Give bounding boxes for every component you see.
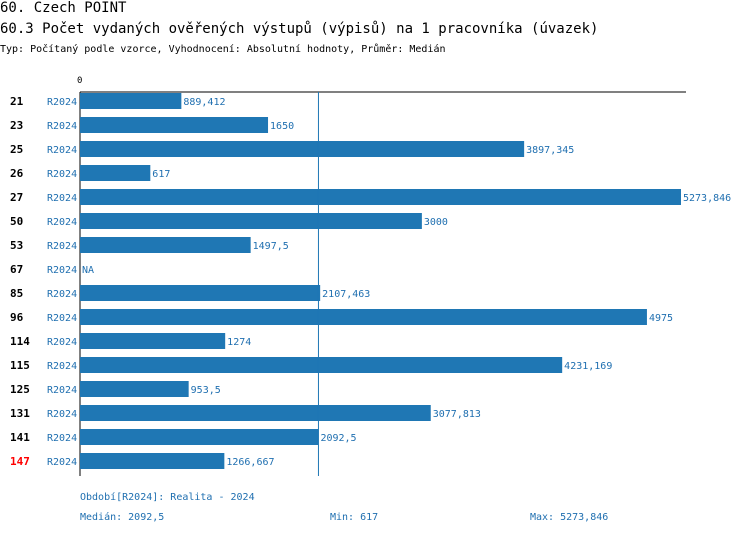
bar-value-label: 2092,5 <box>320 433 356 444</box>
bar <box>80 189 681 205</box>
row-id-label: 85 <box>10 287 23 300</box>
max-summary: Max: 5273,846 <box>530 512 609 523</box>
bar-value-label: 3000 <box>424 217 448 228</box>
bar-value-label: 1266,667 <box>226 457 274 468</box>
chart-title: 60. Czech POINT <box>0 0 127 16</box>
row-period-label: R2024 <box>47 193 77 204</box>
median-summary: Medián: 2092,5 <box>80 512 165 523</box>
bar-value-label: 3077,813 <box>433 409 481 420</box>
bar-value-label: 1497,5 <box>253 241 289 252</box>
row-period-label: R2024 <box>47 289 77 300</box>
row-period-label: R2024 <box>47 241 77 252</box>
bar <box>80 93 182 109</box>
row-id-label: 21 <box>10 95 24 108</box>
row-id-label: 23 <box>10 119 23 132</box>
row-id-label: 50 <box>10 215 23 228</box>
row-id-label: 67 <box>10 263 23 276</box>
chart-type-line: Typ: Počítaný podle vzorce, Vyhodnocení:… <box>0 44 446 55</box>
bar <box>80 381 189 397</box>
bar-value-label: NA <box>82 265 94 276</box>
row-id-label: 114 <box>10 335 30 348</box>
row-id-label: 26 <box>10 167 24 180</box>
bar-value-label: 617 <box>152 169 170 180</box>
bar-value-label: 4231,169 <box>564 361 612 372</box>
period-note: Období[R2024]: Realita - 2024 <box>80 492 255 503</box>
bar <box>80 333 226 349</box>
row-id-label: 96 <box>10 311 24 324</box>
bar-value-label: 2107,463 <box>322 289 370 300</box>
row-period-label: R2024 <box>47 337 77 348</box>
bar-value-label: 1274 <box>227 337 251 348</box>
bar <box>80 309 647 325</box>
bar <box>80 117 269 133</box>
row-period-label: R2024 <box>47 145 77 156</box>
row-id-label: 53 <box>10 239 23 252</box>
row-period-label: R2024 <box>47 361 77 372</box>
row-period-label: R2024 <box>47 217 77 228</box>
row-period-label: R2024 <box>47 409 77 420</box>
row-id-label: 147 <box>10 455 30 468</box>
row-id-label: 125 <box>10 383 30 396</box>
bar-value-label: 5273,846 <box>683 193 731 204</box>
row-period-label: R2024 <box>47 97 77 108</box>
row-period-label: R2024 <box>47 313 77 324</box>
bar-value-label: 3897,345 <box>526 145 574 156</box>
bar <box>80 357 563 373</box>
row-period-label: R2024 <box>47 169 77 180</box>
bar <box>80 405 431 421</box>
bar <box>80 165 151 181</box>
row-id-label: 141 <box>10 431 30 444</box>
bar <box>80 453 225 469</box>
row-id-label: 131 <box>10 407 30 420</box>
bar-value-label: 889,412 <box>183 97 225 108</box>
bar <box>80 213 422 229</box>
row-id-label: 115 <box>10 359 30 372</box>
chart-subtitle: 60.3 Počet vydaných ověřených výstupů (v… <box>0 21 599 37</box>
row-period-label: R2024 <box>47 457 77 468</box>
row-id-label: 27 <box>10 191 23 204</box>
row-period-label: R2024 <box>47 121 77 132</box>
row-id-label: 25 <box>10 143 23 156</box>
row-period-label: R2024 <box>47 433 77 444</box>
bar-value-label: 953,5 <box>191 385 221 396</box>
bar-value-label: 4975 <box>649 313 673 324</box>
x-tick-label-0: 0 <box>77 76 83 86</box>
bar <box>80 141 525 157</box>
bar <box>80 429 319 445</box>
min-summary: Min: 617 <box>330 512 379 523</box>
row-period-label: R2024 <box>47 385 77 396</box>
row-period-label: R2024 <box>47 265 77 276</box>
bar <box>80 285 321 301</box>
bar-value-label: 1650 <box>270 121 294 132</box>
bar <box>80 237 251 253</box>
